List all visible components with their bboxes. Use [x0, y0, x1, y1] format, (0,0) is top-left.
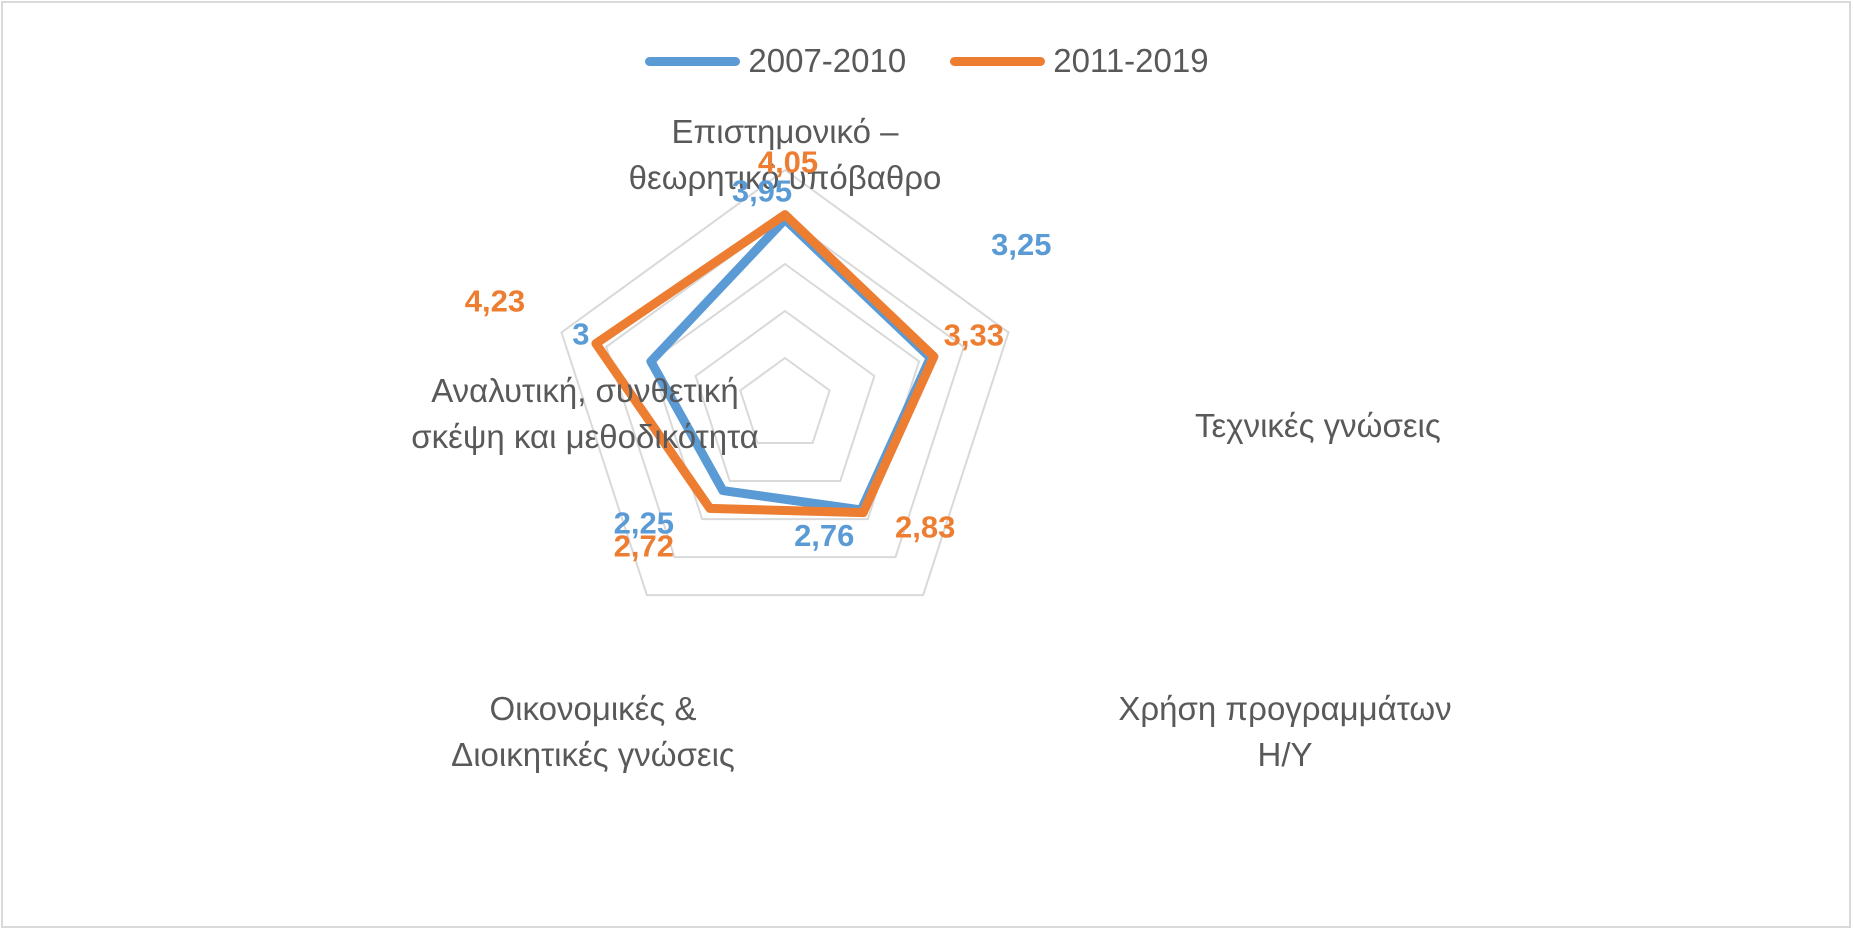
data-label-s1-5: 3	[572, 316, 589, 351]
radar-gridlines	[560, 168, 1010, 597]
data-label-s2-1: 4,05	[758, 145, 818, 180]
legend-item-series-1: 2007-2010	[645, 42, 906, 80]
data-label-s2-4: 2,72	[614, 528, 674, 563]
data-label-s1-3: 2,76	[794, 518, 854, 553]
grid-ring-3	[649, 262, 921, 521]
series-line-2	[591, 210, 939, 518]
data-label-s1-4: 2,25	[614, 506, 674, 541]
category-label-4: Οικονομικές & Διοικητικές γνώσεις	[451, 690, 735, 773]
legend-label-series-2: 2011-2019	[1053, 42, 1209, 79]
category-label-2: Τεχνικές γνώσεις	[1195, 407, 1441, 444]
grid-ring-2	[694, 309, 876, 483]
data-label-s2-2: 3,33	[944, 318, 1004, 353]
legend: 2007-2010 2011-2019	[0, 42, 1854, 80]
legend-item-series-2: 2011-2019	[950, 42, 1209, 80]
grid-ring-4	[605, 215, 965, 559]
category-label-5: Αναλυτική, συνθετική σκέψη και μεθοδικότη…	[411, 372, 758, 455]
data-label-s2-5: 4,23	[465, 284, 525, 319]
category-label-1: Επιστημονικό – θεωρητικό υπόβαθρο	[629, 113, 942, 196]
grid-ring-5	[560, 168, 1010, 597]
grid-ring-1	[739, 356, 831, 445]
data-label-s1-2: 3,25	[991, 227, 1051, 262]
legend-swatch-series-2	[950, 56, 1046, 66]
category-labels: Επιστημονικό – θεωρητικό υπόβαθρο Τεχνικές…	[411, 113, 1451, 773]
legend-label-series-1: 2007-2010	[748, 42, 907, 79]
data-label-s1-1: 3,95	[732, 173, 792, 208]
radar-series	[591, 210, 939, 518]
category-label-3: Χρήση προγραμμάτων Η/Υ	[1118, 690, 1451, 773]
data-label-s2-3: 2,83	[895, 510, 955, 545]
legend-swatch-series-1	[645, 56, 741, 66]
data-labels: 3,95 3,25 2,76 2,25 3 4,05 3,33 2,83 2,72 4,23	[465, 145, 1052, 564]
